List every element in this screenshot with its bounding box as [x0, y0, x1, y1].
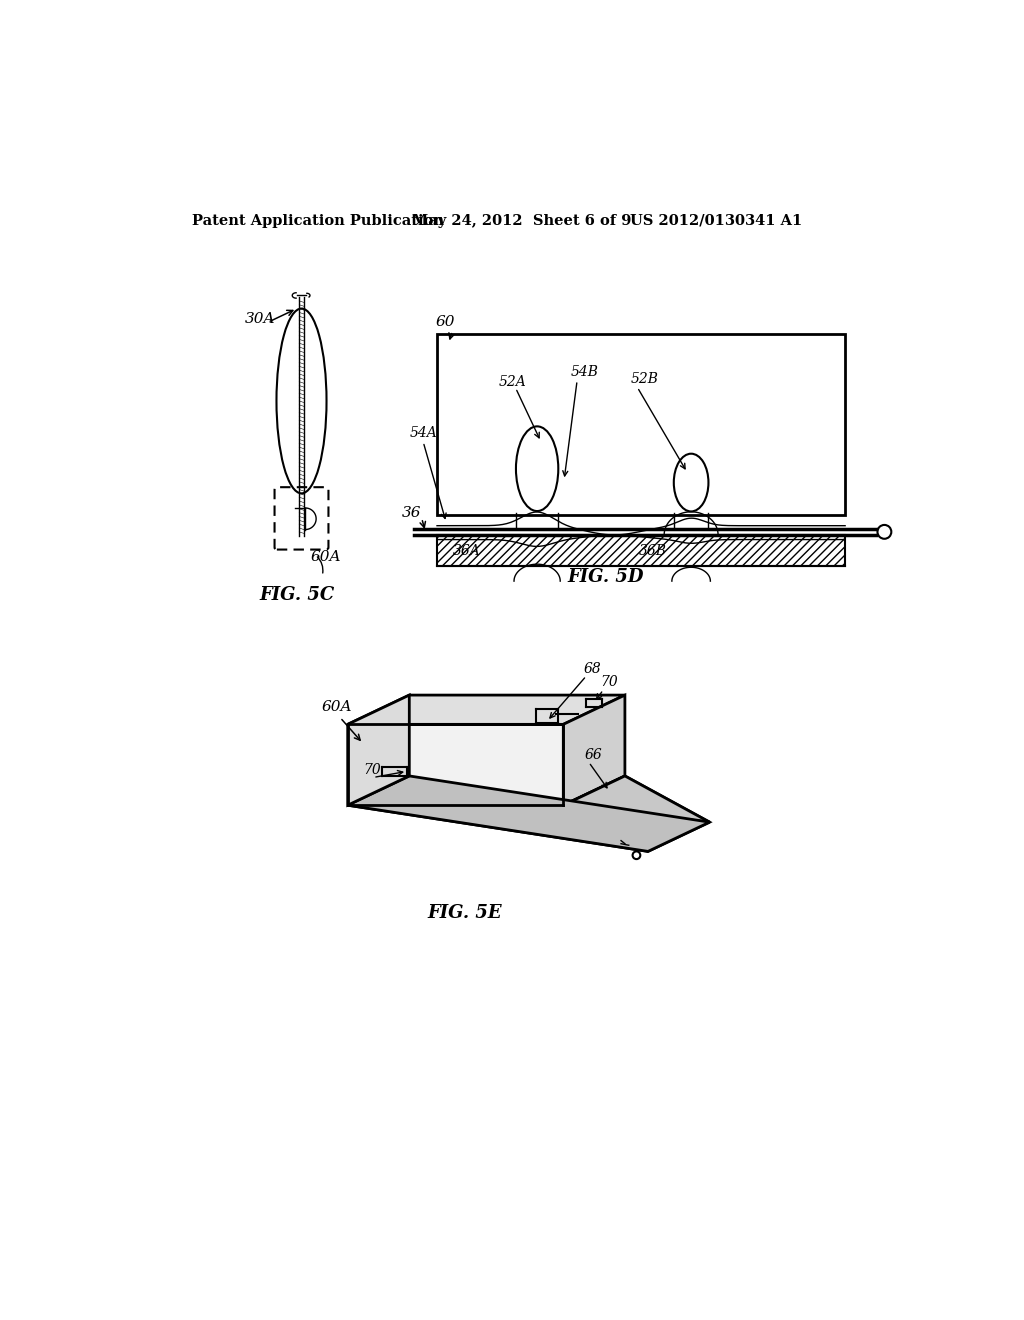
Text: 70: 70 [600, 675, 618, 689]
Text: 52B: 52B [631, 372, 659, 387]
Bar [438, 428, 515, 513]
Polygon shape [348, 696, 625, 725]
Polygon shape [348, 725, 563, 805]
Polygon shape [348, 805, 648, 851]
Text: 68: 68 [584, 661, 601, 676]
Ellipse shape [516, 426, 558, 511]
Text: 36: 36 [401, 507, 421, 520]
Text: 36B: 36B [639, 544, 667, 558]
Bar [710, 424, 844, 513]
Ellipse shape [674, 454, 709, 511]
Text: 70: 70 [364, 763, 381, 777]
Polygon shape [563, 696, 625, 805]
Text: 60A: 60A [322, 700, 352, 714]
Text: Patent Application Publication: Patent Application Publication [193, 214, 444, 228]
Text: US 2012/0130341 A1: US 2012/0130341 A1 [630, 214, 802, 228]
Text: 52A: 52A [499, 375, 526, 388]
Polygon shape [563, 776, 710, 851]
Text: 54A: 54A [410, 426, 437, 440]
Text: FIG. 5D: FIG. 5D [568, 568, 644, 586]
Text: May 24, 2012  Sheet 6 of 9: May 24, 2012 Sheet 6 of 9 [412, 214, 631, 228]
Polygon shape [348, 696, 410, 805]
Text: 54B: 54B [571, 364, 599, 379]
Bar [437, 535, 845, 566]
Polygon shape [348, 776, 710, 851]
Text: 60: 60 [435, 315, 455, 329]
Bar [559, 428, 673, 513]
Text: 30A: 30A [245, 312, 275, 326]
Text: 36A: 36A [453, 544, 480, 558]
Text: FIG. 5E: FIG. 5E [427, 904, 502, 921]
Bar [437, 334, 845, 515]
Text: FIG. 5C: FIG. 5C [260, 586, 335, 605]
Text: 60A: 60A [310, 550, 341, 564]
Text: 66: 66 [585, 748, 602, 762]
Polygon shape [563, 776, 710, 822]
